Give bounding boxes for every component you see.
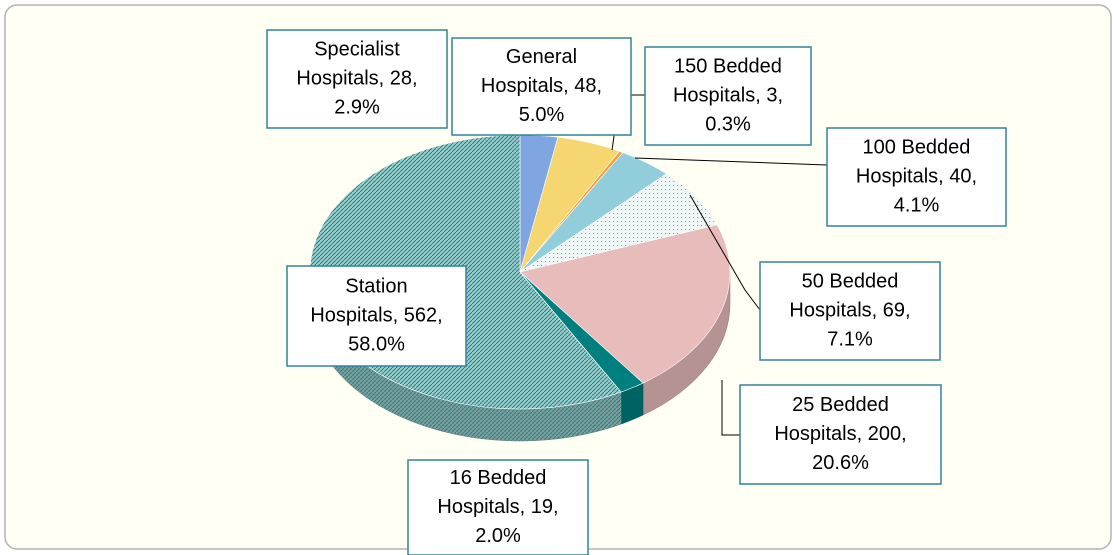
- data-label-box: [739, 384, 942, 485]
- data-label: Specialist: [314, 38, 400, 60]
- data-label: Hospitals, 3,: [673, 84, 783, 106]
- data-label: 20.6%: [812, 452, 869, 474]
- data-label: Hospitals, 40,: [856, 165, 977, 187]
- data-label: Hospitals, 19,: [437, 496, 558, 518]
- data-label-box: [759, 261, 941, 361]
- data-label: Hospitals, 48,: [481, 75, 602, 97]
- data-label: Hospitals, 28,: [296, 67, 417, 89]
- data-label: 5.0%: [519, 104, 565, 126]
- data-label: 7.1%: [827, 328, 873, 350]
- data-label: Station: [345, 275, 407, 297]
- data-label: 25 Bedded: [792, 394, 889, 416]
- data-label: Hospitals, 562,: [310, 304, 442, 326]
- data-label-box: [644, 46, 812, 146]
- data-label: 2.9%: [334, 96, 380, 118]
- data-label-box: [266, 29, 448, 129]
- data-label: 50 Bedded: [802, 270, 899, 292]
- data-label-box: [451, 37, 632, 136]
- data-label: 58.0%: [348, 333, 405, 355]
- data-label: 150 Bedded: [674, 55, 782, 77]
- data-label: 4.1%: [894, 194, 940, 216]
- data-label: Hospitals, 200,: [774, 423, 906, 445]
- data-label: 100 Bedded: [863, 136, 971, 158]
- data-label-box: [826, 127, 1007, 227]
- leader-line: [721, 380, 740, 436]
- leader-line: [634, 157, 828, 166]
- data-label-box: [407, 459, 589, 555]
- data-label: Hospitals, 69,: [789, 299, 910, 321]
- data-label: 2.0%: [475, 525, 521, 547]
- leader-line: [689, 194, 761, 311]
- pie-slice: [519, 224, 731, 384]
- data-label-box: [286, 265, 467, 367]
- data-label: 0.3%: [705, 113, 751, 135]
- data-label: General: [506, 46, 577, 68]
- data-label: 16 Bedded: [450, 467, 547, 489]
